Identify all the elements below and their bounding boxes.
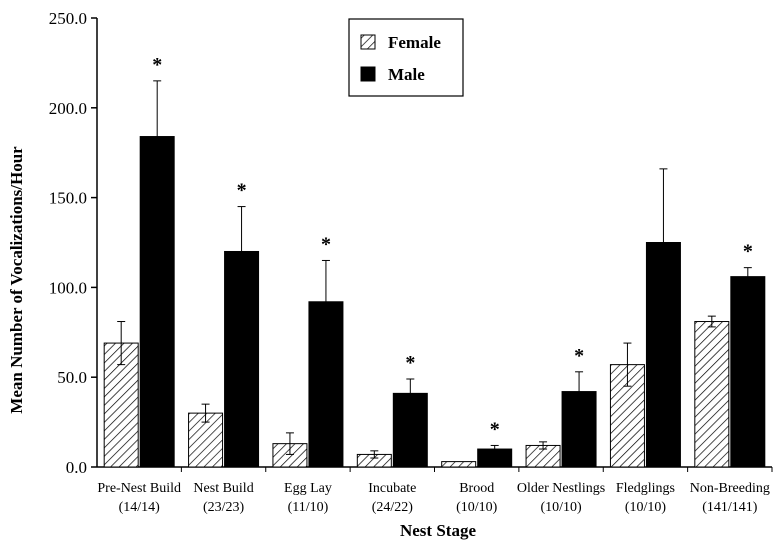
bar-male [224, 250, 260, 468]
x-tick-sample-size: (10/10) [456, 500, 498, 515]
x-tick-sample-size: (10/10) [625, 500, 667, 515]
bar-female [694, 321, 730, 468]
y-tick-label: 150.0 [49, 189, 87, 208]
x-tick-label: Pre-Nest Build [97, 481, 181, 496]
x-tick-label: Fledglings [616, 481, 675, 496]
x-tick-label: Non-Breeding [690, 481, 770, 496]
significance-star: * [574, 345, 584, 367]
bar-male [477, 448, 513, 468]
y-axis-label: Mean Number of Vocalizations/Hour [7, 146, 26, 414]
bar-male [730, 276, 766, 468]
x-tick-sample-size: (14/14) [119, 500, 161, 515]
significance-star: * [152, 54, 162, 76]
bar-male [308, 301, 344, 468]
x-tick-label: Egg Lay [284, 481, 332, 496]
x-tick-label: Brood [459, 481, 494, 496]
y-tick-label: 200.0 [49, 99, 87, 118]
y-tick-label: 250.0 [49, 9, 87, 28]
x-tick-labels: Pre-Nest Build (14/14) Nest Build (23/23) Eg… [97, 467, 773, 515]
x-tick-label: Nest Build [193, 481, 253, 496]
y-tick-label: 50.0 [57, 368, 87, 387]
significance-star: * [743, 241, 753, 263]
bar-male [561, 391, 597, 468]
bar-male [139, 136, 175, 468]
x-tick-sample-size: (24/22) [372, 500, 414, 515]
bar-male [392, 392, 428, 468]
legend: Female Male [348, 18, 464, 97]
x-tick-label: Older Nestlings [517, 481, 605, 496]
x-tick-sample-size: (10/10) [540, 500, 582, 515]
y-tick-label: 100.0 [49, 278, 87, 297]
bar-female [188, 412, 224, 468]
x-tick-sample-size: (141/141) [702, 500, 758, 515]
x-tick-label: Incubate [368, 481, 416, 496]
y-tick-label: 0.0 [66, 458, 87, 477]
legend-swatch-male [360, 66, 376, 82]
y-ticks: 0.0 50.0 100.0 150.0 200.0 250.0 [49, 9, 97, 477]
legend-swatch-female [360, 34, 376, 50]
x-axis-label: Nest Stage [400, 521, 476, 540]
legend-label-female: Female [388, 33, 441, 52]
significance-star: * [237, 180, 247, 202]
x-tick-sample-size: (11/10) [288, 500, 329, 515]
significance-star: * [405, 352, 415, 374]
x-tick-sample-size: (23/23) [203, 500, 245, 515]
bars: * * * * * * * [103, 54, 766, 468]
bar-male [645, 242, 681, 468]
significance-star: * [321, 233, 331, 255]
legend-label-male: Male [388, 65, 425, 84]
significance-star: * [490, 418, 500, 440]
bar-female [441, 461, 477, 468]
legend-frame [348, 18, 464, 97]
